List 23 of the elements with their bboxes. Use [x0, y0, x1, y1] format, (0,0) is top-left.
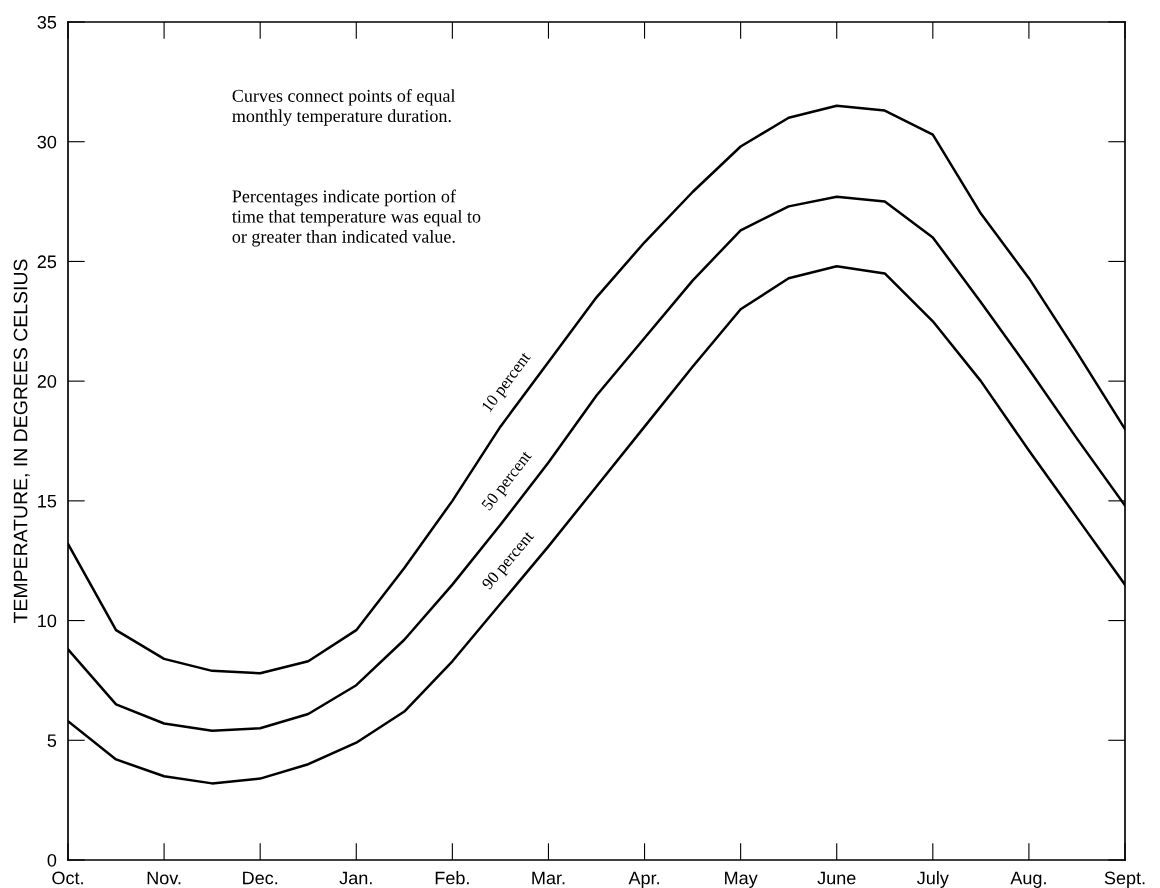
y-tick-label: 5: [47, 734, 57, 748]
y-tick-label: 0: [47, 853, 57, 867]
y-axis-title: TEMPERATURE, IN DEGREES CELSIUS: [13, 259, 30, 623]
annotation: Curves connect points of equal monthly temperature duration.: [232, 89, 456, 126]
annotation: Percentages indicate portion of time that temperature was equal to or greater than indicated value.: [232, 189, 481, 247]
x-tick-label: Nov.: [147, 871, 181, 885]
y-tick-label: 25: [37, 255, 57, 269]
x-tick-label: June: [817, 871, 856, 885]
x-tick-label: May: [725, 871, 758, 888]
x-tick-label: Apr.: [628, 871, 659, 888]
x-tick-label: Aug.: [1010, 871, 1046, 888]
x-tick-label: Oct.: [52, 871, 83, 885]
x-tick-label: Sept.: [1104, 871, 1145, 888]
x-tick-label: Dec.: [243, 871, 278, 885]
x-tick-label: Feb.: [435, 871, 469, 885]
y-tick-label: 30: [37, 135, 57, 149]
x-tick-label: Jan.: [339, 871, 372, 885]
x-tick-label: Mar.: [532, 871, 565, 885]
y-tick-label: 20: [37, 375, 57, 388]
x-tick-label: July: [917, 871, 949, 888]
y-tick-label: 35: [37, 15, 57, 29]
y-tick-label: 15: [38, 494, 57, 508]
y-tick-label: 10: [38, 614, 57, 628]
